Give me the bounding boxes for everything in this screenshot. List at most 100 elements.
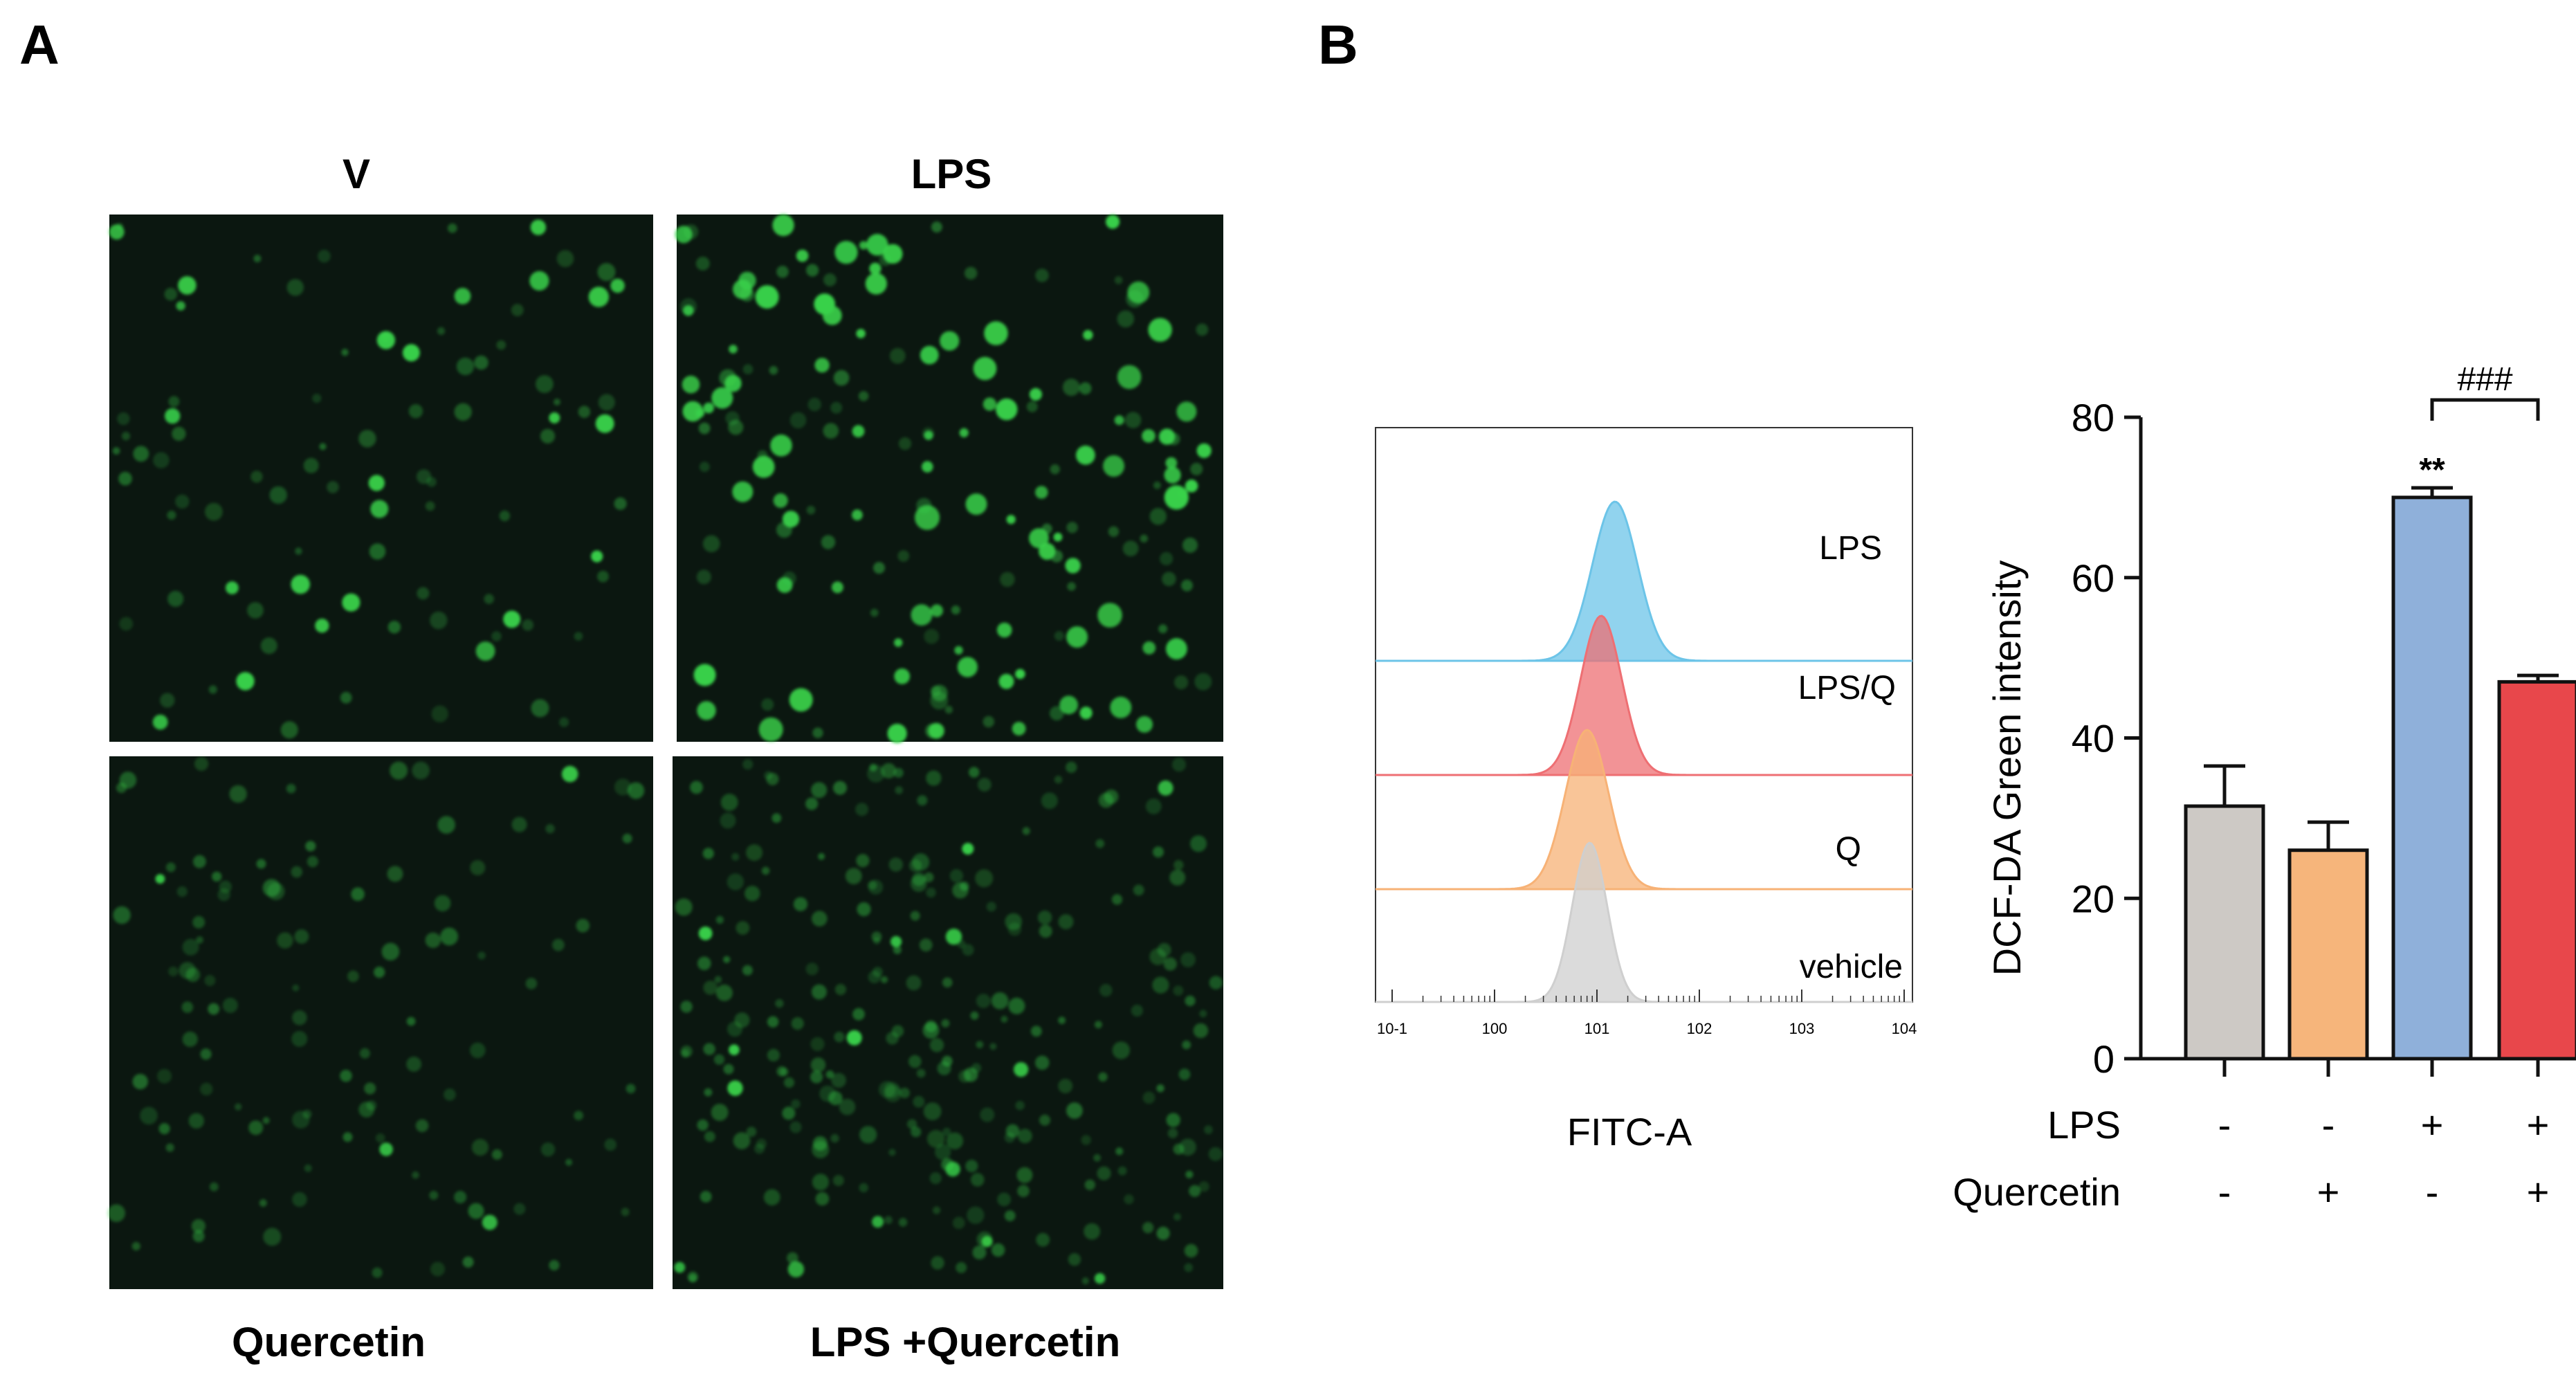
cell bbox=[412, 761, 430, 780]
cell bbox=[913, 1095, 925, 1108]
cell bbox=[963, 1067, 978, 1082]
cell bbox=[806, 264, 819, 277]
cell bbox=[703, 1043, 715, 1055]
cell bbox=[222, 997, 238, 1013]
cell bbox=[178, 276, 197, 295]
cell bbox=[1054, 775, 1063, 784]
cell bbox=[447, 223, 457, 233]
cell bbox=[1140, 534, 1149, 543]
cell bbox=[983, 715, 995, 728]
cell bbox=[1209, 976, 1223, 990]
cell bbox=[873, 967, 883, 977]
cell bbox=[972, 1246, 987, 1259]
cell bbox=[610, 278, 625, 293]
cell bbox=[1111, 894, 1123, 905]
cell bbox=[340, 1070, 352, 1082]
cell bbox=[1112, 1041, 1131, 1059]
cell bbox=[341, 349, 349, 356]
cell bbox=[761, 698, 774, 711]
cell bbox=[303, 457, 319, 473]
cell bbox=[454, 403, 472, 421]
cell bbox=[536, 375, 554, 393]
cell bbox=[868, 879, 884, 895]
cell bbox=[1103, 455, 1125, 477]
cell bbox=[158, 1123, 170, 1135]
cell bbox=[991, 1243, 1005, 1257]
cell bbox=[482, 1214, 497, 1230]
cell bbox=[133, 446, 149, 462]
cell bbox=[998, 673, 1014, 689]
cell bbox=[713, 1054, 725, 1065]
cell bbox=[831, 1073, 846, 1088]
cell bbox=[1189, 1185, 1201, 1197]
cell bbox=[1190, 835, 1207, 852]
cell bbox=[830, 401, 843, 414]
cell bbox=[280, 721, 298, 739]
cell bbox=[1093, 1153, 1101, 1162]
cell bbox=[491, 631, 502, 641]
cell bbox=[165, 862, 176, 873]
cell bbox=[292, 984, 300, 992]
cell bbox=[1148, 318, 1172, 342]
cell bbox=[881, 976, 888, 983]
cell bbox=[823, 423, 839, 439]
cell bbox=[957, 657, 978, 677]
histogram-trace-lps bbox=[1376, 500, 1912, 662]
cell bbox=[157, 1068, 172, 1084]
cell bbox=[771, 813, 782, 823]
cell bbox=[758, 717, 783, 742]
cell bbox=[933, 1206, 941, 1214]
cell bbox=[628, 782, 645, 799]
cell bbox=[305, 841, 316, 852]
cell bbox=[931, 684, 948, 702]
cell bbox=[960, 882, 969, 891]
cell bbox=[810, 1037, 825, 1051]
cell bbox=[1065, 558, 1081, 574]
bar-3 bbox=[2391, 495, 2473, 1061]
cell bbox=[763, 1189, 780, 1206]
cell bbox=[327, 481, 339, 493]
cell bbox=[165, 1143, 174, 1152]
cell bbox=[1015, 1100, 1025, 1111]
cell bbox=[552, 938, 565, 951]
cell bbox=[1158, 428, 1176, 445]
cell bbox=[140, 1106, 158, 1125]
cell bbox=[997, 1192, 1011, 1207]
cell bbox=[962, 944, 974, 956]
cell bbox=[702, 848, 714, 859]
cell bbox=[695, 408, 705, 418]
cell bbox=[342, 1132, 353, 1142]
cell bbox=[1059, 695, 1078, 715]
cell bbox=[1022, 827, 1030, 835]
cell bbox=[889, 347, 906, 364]
cell bbox=[390, 761, 408, 780]
cell bbox=[525, 978, 538, 990]
cell bbox=[935, 1144, 951, 1160]
label-bottom-right: LPS +Quercetin bbox=[810, 1319, 1120, 1365]
cell bbox=[167, 590, 184, 608]
cell bbox=[358, 430, 376, 448]
cell bbox=[679, 298, 697, 316]
cell bbox=[891, 1025, 904, 1037]
cell bbox=[434, 895, 451, 912]
cell bbox=[1196, 323, 1209, 336]
cell bbox=[291, 1030, 308, 1047]
cell bbox=[259, 1199, 267, 1207]
cell bbox=[834, 241, 858, 264]
cell bbox=[897, 550, 910, 562]
cell bbox=[746, 844, 763, 861]
cell bbox=[205, 502, 223, 521]
cell bbox=[622, 833, 632, 843]
cell bbox=[1114, 415, 1124, 426]
cell bbox=[263, 1228, 282, 1246]
cell bbox=[1041, 792, 1058, 810]
cell bbox=[742, 965, 753, 976]
cell bbox=[789, 1121, 802, 1133]
cell bbox=[598, 394, 615, 411]
cell bbox=[112, 447, 120, 455]
cell bbox=[152, 714, 168, 730]
cell bbox=[1084, 1223, 1100, 1240]
cell bbox=[693, 664, 716, 686]
cell bbox=[212, 871, 222, 882]
